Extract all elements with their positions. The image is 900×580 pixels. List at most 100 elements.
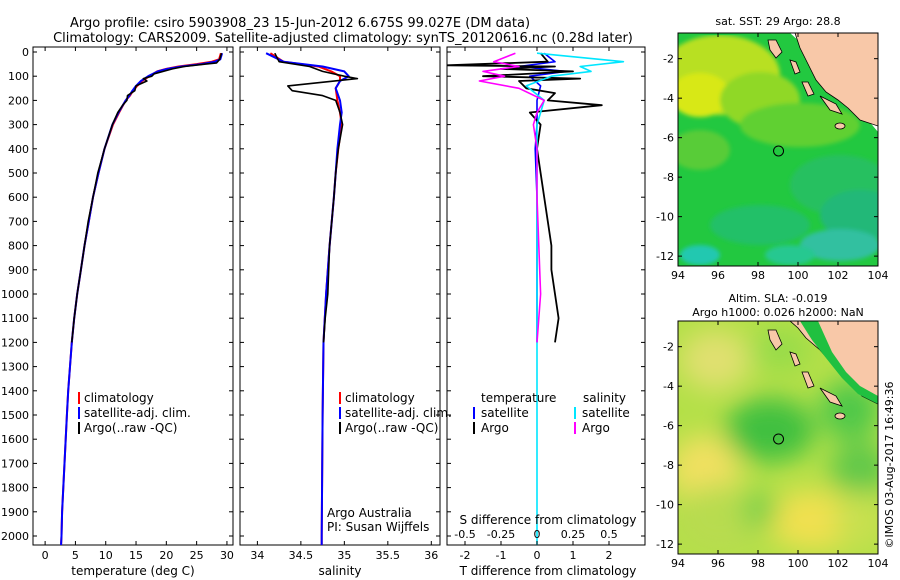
x-tick-label: 20 (159, 549, 173, 562)
depth-tick-label: 1600 (1, 433, 29, 446)
sst-map-title: sat. SST: 29 Argo: 28.8 (715, 15, 840, 28)
temperature-axis-label: temperature (deg C) (71, 564, 194, 578)
sst-island (801, 81, 815, 97)
depth-axis: 0 100 200 300 400 500 600 700 800 900 1000 1100 1200… (1, 46, 29, 543)
sst-field (678, 35, 878, 265)
map-x-tick-label: 100 (788, 557, 809, 570)
x-tick-label: 0 (42, 549, 49, 562)
temperature-plot-frame (32, 46, 234, 546)
sst-map-frame (677, 32, 879, 267)
depth-tick-label: 900 (8, 264, 29, 277)
depth-tick-label: 1300 (1, 361, 29, 374)
sla-map-frame (677, 320, 879, 555)
map-y-tick-label: -8 (663, 171, 674, 184)
sla-island (801, 371, 815, 389)
legend-label-s-satellite: satellite (582, 406, 630, 420)
sla-map-title-1: Altim. SLA: -0.019 (728, 292, 827, 305)
legend-label-t-satellite: satellite (481, 406, 529, 420)
depth-tick-label: 700 (8, 215, 29, 228)
legend-label-argo: Argo(..raw -QC) (84, 421, 177, 435)
map-y-tick-label: -8 (663, 459, 674, 472)
map-y-tick-label: -2 (663, 341, 674, 354)
legend-label-climatology: climatology (345, 391, 415, 405)
sla-map-axes: 94 96 98 100 102 104 -2 -4 -6 -8 -10 -12 (656, 321, 889, 570)
difference-plot-frame (446, 46, 646, 546)
x-tick-label: 34.5 (289, 549, 314, 562)
legend-label-climatology: climatology (84, 391, 154, 405)
x-tick-label: 34 (250, 549, 264, 562)
series-line-satellite-adj-clim- (60, 52, 224, 545)
header-line-2: Climatology: CARS2009. Satellite-adjuste… (53, 31, 633, 46)
depth-tick-label: 1500 (1, 409, 29, 422)
temperature-series (60, 52, 224, 545)
sst-island (819, 95, 843, 115)
x-tick-label: 36 (424, 549, 438, 562)
map-x-tick-label: 94 (671, 557, 685, 570)
x-top-tick-label: -0.5 (454, 528, 475, 541)
map-y-tick-label: -12 (656, 250, 674, 263)
sst-island (767, 39, 783, 59)
x-axes: 0 5 10 15 20 25 30 34 34.5 35 35.5 36 -2 -1 0 1 2 -0.5 -0.… (42, 47, 618, 562)
depth-ticks (33, 51, 645, 537)
depth-tick-label: 100 (8, 70, 29, 83)
sla-island (819, 387, 843, 407)
map-x-tick-label: 96 (711, 557, 725, 570)
pi-label: PI: Susan Wijffels (327, 520, 429, 534)
depth-tick-label: 200 (8, 94, 29, 107)
depth-tick-label: 1000 (1, 288, 29, 301)
depth-tick-label: 0 (22, 46, 29, 59)
x-tick-label: 0 (534, 549, 541, 562)
x-tick-label: 10 (99, 549, 113, 562)
map-x-tick-label: 104 (868, 557, 889, 570)
temperature-legend: climatology satellite-adj. clim. Argo(..… (78, 391, 191, 435)
header-line-1: Argo profile: csiro 5903908_23 15-Jun-20… (70, 16, 530, 31)
map-y-tick-label: -4 (663, 380, 674, 393)
depth-tick-label: 1900 (1, 506, 29, 519)
sst-map-axes: 94 96 98 100 102 104 -2 -4 -6 -8 -10 -12 (656, 33, 889, 282)
sst-island (834, 122, 846, 130)
salinity-series (265, 52, 359, 545)
map-x-tick-label: 98 (751, 557, 765, 570)
sst-island (789, 59, 801, 75)
sla-map-title-2: Argo h1000: 0.026 h2000: NaN (692, 306, 864, 319)
series-line-argo-raw-qc- (71, 52, 223, 343)
map-y-tick-label: -10 (656, 499, 674, 512)
series-line-climatology (60, 52, 222, 545)
map-y-tick-label: -10 (656, 211, 674, 224)
depth-tick-label: 600 (8, 191, 29, 204)
sla-island (789, 351, 801, 367)
difference-legend: temperature salinity satellite Argo sate… (473, 391, 630, 435)
x-top-tick-label: 0.5 (600, 528, 618, 541)
legend-label-t-argo: Argo (481, 421, 509, 435)
series-line-t-satellite (518, 52, 567, 343)
x-tick-label: 5 (72, 549, 79, 562)
map-y-tick-label: -4 (663, 92, 674, 105)
legend-label-satellite: satellite-adj. clim. (345, 406, 452, 420)
map-x-tick-label: 94 (671, 269, 685, 282)
difference-axis-label: T difference from climatology (459, 564, 637, 578)
sla-map (678, 321, 878, 554)
x-tick-label: 1 (570, 549, 577, 562)
sla-island (834, 412, 846, 420)
depth-tick-label: 1200 (1, 336, 29, 349)
x-top-tick-label: 0 (534, 528, 541, 541)
series-line-climatology (269, 52, 343, 545)
map-x-tick-label: 98 (751, 269, 765, 282)
legend-label-s-argo: Argo (582, 421, 610, 435)
sst-sumatra-land (794, 33, 878, 127)
x-tick-label: 35 (337, 549, 351, 562)
sst-map (678, 33, 878, 266)
depth-tick-label: 1800 (1, 482, 29, 495)
map-y-tick-label: -12 (656, 538, 674, 551)
series-line-s-satellite (525, 52, 625, 545)
series-line-argo-raw-qc- (274, 52, 359, 343)
salinity-legend: climatology satellite-adj. clim. Argo(..… (339, 391, 452, 435)
x-tick-label: 30 (220, 549, 234, 562)
sla-coastal-band (800, 321, 878, 404)
salinity-plot-frame (239, 46, 441, 546)
depth-tick-label: 1700 (1, 457, 29, 470)
series-line-s-argo (478, 52, 546, 343)
map-x-tick-label: 102 (828, 269, 849, 282)
difference-series (447, 52, 625, 545)
